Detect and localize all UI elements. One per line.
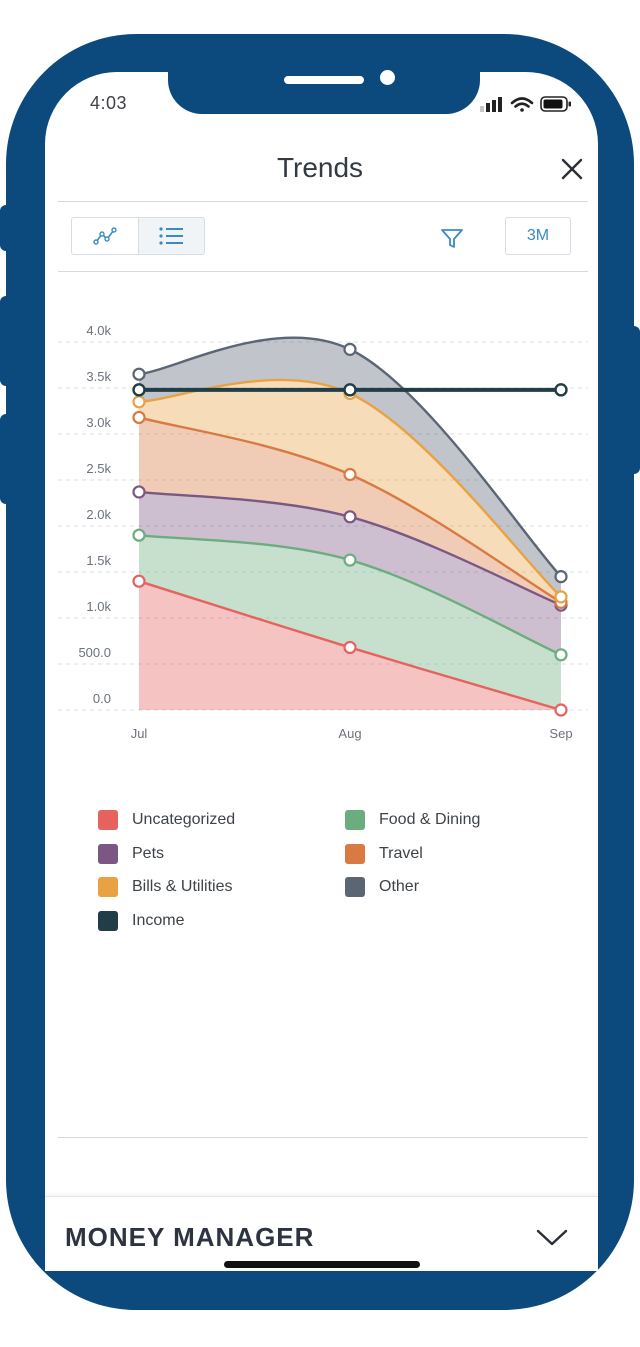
- close-button[interactable]: [558, 155, 586, 183]
- legend-swatch: [98, 877, 118, 898]
- legend-label: Other: [379, 878, 420, 896]
- point-food-dining: [554, 648, 568, 662]
- legend-swatch: [345, 810, 365, 830]
- point-other: [343, 342, 357, 356]
- legend-swatch: [98, 843, 118, 864]
- content-divider: [58, 1137, 588, 1138]
- legend-label: Food & Dining: [379, 811, 481, 828]
- area-uncategorized: [139, 581, 561, 710]
- legend-label: Pets: [132, 844, 165, 862]
- legend-label: Uncategorized: [132, 811, 236, 828]
- legend-label: Travel: [379, 844, 423, 862]
- point-bills-utilities: [132, 395, 146, 409]
- x-tick-label: Jul: [131, 726, 148, 741]
- legend-item[interactable]: Food & Dining: [345, 810, 480, 830]
- list-icon: [159, 227, 184, 245]
- area-bills-utilities: [139, 379, 561, 603]
- legend-item[interactable]: Other: [345, 877, 420, 898]
- footer-bar: [45, 1196, 598, 1271]
- date-range-button[interactable]: 3M: [505, 217, 571, 255]
- view-toggle: [71, 217, 205, 255]
- legend-label: Income: [132, 912, 185, 930]
- y-tick-label: 2.5k: [86, 461, 111, 476]
- wifi-icon: [510, 97, 534, 112]
- point-other: [132, 367, 146, 381]
- legend-swatch: [98, 810, 118, 830]
- legend-item[interactable]: Income: [98, 911, 185, 932]
- status-time: 4:03: [90, 93, 128, 113]
- y-tick-label: 1.0k: [86, 599, 111, 614]
- line-chart-icon: [93, 227, 117, 245]
- y-tick-label: 3.5k: [86, 369, 111, 384]
- legend-item[interactable]: Pets: [98, 843, 165, 864]
- y-tick-label: 500.0: [78, 645, 111, 660]
- toolbar-divider: [58, 271, 588, 272]
- page-title: Trends: [276, 152, 364, 183]
- y-tick-label: 4.0k: [86, 323, 111, 338]
- point-food-dining: [343, 553, 357, 567]
- filter-button[interactable]: [438, 225, 466, 251]
- close-icon: [561, 158, 583, 180]
- y-tick-label: 0.0: [93, 691, 111, 706]
- point-pets: [343, 510, 357, 524]
- home-indicator: [224, 1261, 420, 1268]
- chevron-down-icon: [536, 1229, 568, 1246]
- filter-icon: [441, 229, 463, 248]
- point-food-dining: [132, 528, 146, 542]
- point-income: [132, 383, 146, 397]
- money-manager-title[interactable]: MONEY MANAGER: [65, 1222, 315, 1252]
- speaker: [284, 76, 364, 84]
- point-pets: [132, 485, 146, 499]
- legend-swatch: [345, 877, 365, 898]
- area-food-dining: [139, 535, 561, 710]
- point-uncategorized: [132, 574, 146, 588]
- point-travel: [132, 410, 146, 425]
- chart-view-button[interactable]: [72, 218, 138, 254]
- point-uncategorized: [554, 703, 568, 717]
- cellular-signal-icon: [480, 97, 502, 112]
- front-camera: [380, 70, 395, 85]
- y-tick-label: 2.0k: [86, 507, 111, 522]
- y-tick-label: 1.5k: [86, 553, 111, 568]
- list-view-button[interactable]: [137, 218, 204, 254]
- legend-item[interactable]: Uncategorized: [98, 810, 235, 830]
- point-travel: [343, 467, 357, 482]
- legend-item[interactable]: Bills & Utilities: [98, 877, 233, 898]
- battery-icon: [540, 96, 571, 112]
- point-other: [554, 569, 568, 584]
- point-uncategorized: [343, 640, 357, 655]
- x-tick-label: Aug: [338, 726, 361, 741]
- status-icons: [480, 94, 576, 119]
- point-income: [343, 383, 357, 397]
- area-pets: [139, 491, 561, 655]
- point-bills-utilities: [554, 590, 568, 604]
- trends-chart: 0.0 500.0 1.0k 1.5k 2.0k 2.5k 3.0k 3.5k 4.0k Jul A…: [58, 323, 588, 741]
- y-tick-label: 3.0k: [86, 415, 111, 430]
- header-divider: [58, 201, 588, 202]
- legend-swatch: [98, 911, 118, 932]
- x-tick-label: Sep: [549, 726, 572, 741]
- legend-label: Bills & Utilities: [132, 878, 233, 896]
- legend-item[interactable]: Travel: [345, 843, 423, 864]
- point-income: [554, 383, 568, 397]
- expand-button[interactable]: [536, 1226, 568, 1248]
- legend-swatch: [345, 843, 365, 864]
